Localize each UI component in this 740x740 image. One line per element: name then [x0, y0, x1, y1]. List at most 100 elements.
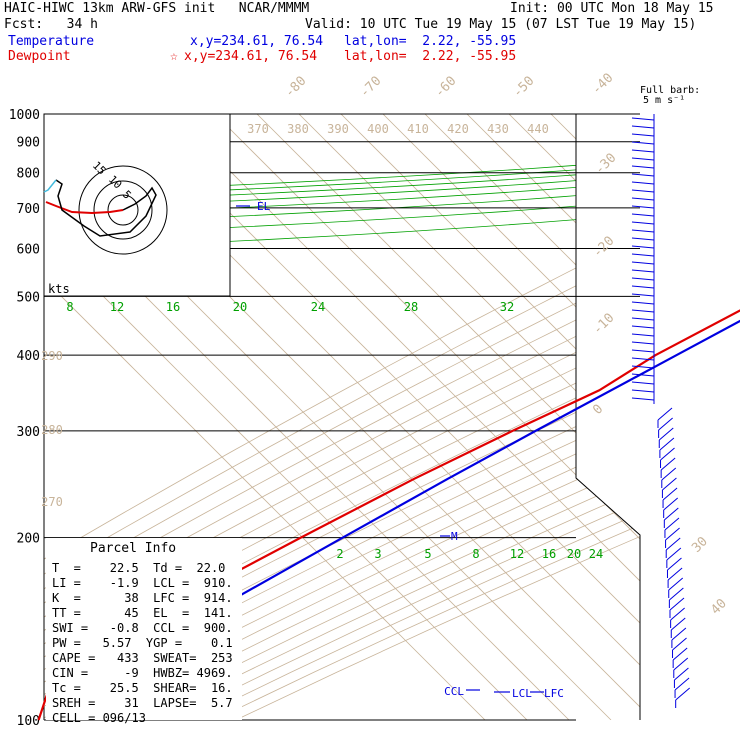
wind-barb: [631, 341, 655, 345]
wind-barb: [667, 557, 682, 571]
dry-adiabat-line: [44, 114, 640, 720]
theta-label: 370: [247, 122, 269, 136]
wind-barb: [631, 237, 655, 241]
wind-barb: [671, 627, 687, 641]
theta-label: 430: [487, 122, 509, 136]
pressure-tick-label: 900: [17, 136, 40, 151]
mixing-ratio-label: 16: [542, 547, 556, 561]
mixing-ratio-label: 12: [510, 547, 524, 561]
wind-barb: [631, 357, 655, 361]
dry-adiabat-line: [44, 114, 640, 720]
wind-barb: [674, 667, 689, 681]
isotherm-line: [44, 114, 486, 720]
mixing-ratio-label: 2: [336, 547, 343, 561]
level-marker-label: EL: [257, 200, 271, 213]
isotherm-line: [256, 114, 640, 720]
pressure-tick-label: 500: [17, 290, 40, 305]
wind-barb: [631, 245, 655, 249]
isotherm-line: [340, 114, 640, 720]
wind-barb: [663, 507, 679, 521]
wind-barb: [670, 607, 685, 621]
wind-barb: [673, 657, 689, 671]
wind-barb: [670, 617, 686, 631]
wind-barb: [660, 447, 675, 461]
mixing-ratio-label: 8: [472, 547, 479, 561]
wind-barb: [631, 261, 655, 265]
isotherm-line: [214, 114, 640, 720]
wind-barb: [663, 497, 679, 511]
pressure-tick-label: 1000: [9, 108, 40, 123]
wind-barb: [665, 527, 680, 541]
wind-barb: [659, 437, 675, 451]
dry-adiabat-line: [61, 114, 640, 720]
isotherm-label: -50: [510, 74, 537, 101]
dewpoint-xy: x,y=234.61, 76.54: [184, 49, 318, 64]
wind-barb: [631, 293, 655, 297]
isotherm-line: [298, 114, 640, 720]
parcel-info-row: SREH = 31 LAPSE= 5.7: [52, 696, 233, 710]
plot-frame: [44, 113, 641, 720]
wind-barb: [631, 389, 655, 393]
wind-barb: [631, 301, 655, 305]
star-icon: ☆: [170, 49, 178, 64]
wind-barb: [631, 197, 655, 201]
wind-barb: [665, 537, 681, 551]
parcel-info-box: [46, 538, 242, 720]
theta-label: 280: [41, 423, 63, 437]
wind-barb: [675, 687, 691, 701]
dewpoint-latlon: lat,lon= 2.22, -55.95: [344, 49, 517, 64]
mixing-ratio-label: 28: [404, 300, 418, 314]
wind-barb: [631, 173, 655, 177]
dry-adiabat-line: [44, 114, 640, 720]
wind-barb: [631, 157, 655, 161]
parcel-info-row: CIN = -9 HWBZ= 4969.: [52, 666, 233, 680]
hodograph-ring: [107, 194, 139, 226]
level-marker-label: CCL: [444, 685, 464, 698]
parcel-info-row: SWI = -0.8 CCL = 900.: [52, 621, 233, 635]
wind-barb: [631, 253, 655, 257]
wind-barb: [672, 637, 687, 651]
dry-adiabat-line: [235, 114, 640, 720]
wind-barb: [666, 547, 682, 561]
mixing-ratio-label: 32: [500, 300, 514, 314]
level-marker-label: LCL: [512, 687, 532, 700]
parcel-info-row: CAPE = 433 SWEAT= 253: [52, 651, 233, 665]
wind-barb: [631, 133, 655, 137]
wind-barb: [631, 189, 655, 193]
wind-barb: [631, 381, 655, 385]
wind-barb: [631, 285, 655, 289]
parcel-info-row: TT = 45 EL = 141.: [52, 606, 233, 620]
wind-barb: [631, 333, 655, 337]
hodograph-trace-upper: [43, 179, 57, 193]
wind-barb: [668, 577, 684, 591]
isotherm-label: -70: [357, 74, 384, 101]
wind-barb: [631, 125, 655, 129]
wind-barb: [660, 457, 676, 471]
dry-adiabat-line: [170, 114, 640, 720]
wind-barb: [631, 373, 655, 377]
wind-barb: [631, 117, 655, 121]
parcel-info-row: Tc = 25.5 SHEAR= 16.: [52, 681, 233, 695]
mixing-ratio-label: 20: [233, 300, 247, 314]
mixing-ratio-label: 12: [110, 300, 124, 314]
dry-adiabat-line: [44, 114, 640, 720]
barb-key-title: Full barb:: [640, 85, 701, 96]
pressure-tick-label: 600: [17, 242, 40, 257]
theta-label: 440: [527, 122, 549, 136]
theta-label: 410: [407, 122, 429, 136]
mixing-ratio-label: 8: [66, 300, 73, 314]
temperature-legend-label: Temperature: [8, 34, 95, 49]
mixing-ratio-label: 20: [567, 547, 581, 561]
wind-barb: [631, 277, 655, 281]
isotherm-line: [424, 114, 640, 720]
isotherm-label: -40: [589, 71, 616, 98]
wind-barb: [631, 365, 655, 369]
pressure-tick-label: 800: [17, 167, 40, 182]
isotherm-label: -20: [590, 234, 617, 261]
isotherm-line: [592, 114, 640, 720]
dry-adiabat-line: [44, 114, 640, 720]
isotherm-label: -60: [432, 74, 459, 101]
theta-label: 380: [287, 122, 309, 136]
wind-barb: [631, 221, 655, 225]
theta-label: 390: [327, 122, 349, 136]
